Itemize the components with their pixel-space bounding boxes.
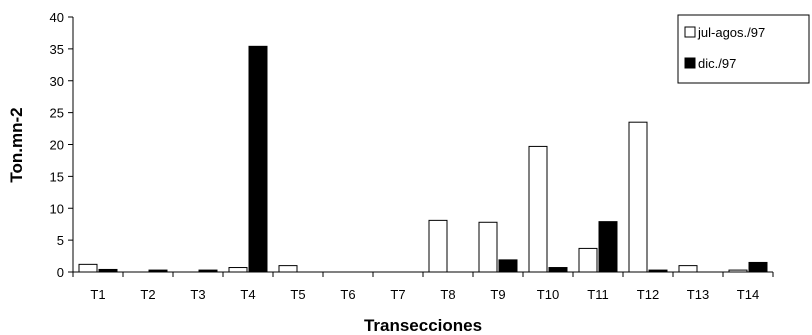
y-axis-title: Ton.mn-2 xyxy=(7,107,26,182)
x-axis-title: Transecciones xyxy=(364,316,482,335)
x-tick-label: T9 xyxy=(490,287,505,302)
bar-jul-agos-T5 xyxy=(278,265,298,273)
bars-group xyxy=(78,45,768,273)
y-tick-label: 20 xyxy=(50,138,64,153)
bar-dic-T14 xyxy=(748,261,768,273)
bar-dic-T9 xyxy=(498,259,518,273)
bar-jul-agos-T10 xyxy=(528,145,548,273)
legend-label-jul-agos: jul-agos./97 xyxy=(697,25,765,40)
x-tick-label: T14 xyxy=(737,287,759,302)
y-tick-label: 15 xyxy=(50,169,64,184)
y-tick-label: 10 xyxy=(50,201,64,216)
x-tick-label: T4 xyxy=(240,287,255,302)
x-tick-label: T2 xyxy=(140,287,155,302)
x-tick-label: T7 xyxy=(390,287,405,302)
axes-group: 0 5 10 15 20 25 30 35 40 T1 T2 T3 T4 T5 T6 T7 T8 T9 T10 T11… xyxy=(50,10,774,302)
y-tick-label: 30 xyxy=(50,74,64,89)
bar-jul-agos-T4 xyxy=(228,267,248,273)
bar-dic-T10 xyxy=(548,267,568,273)
bar-jul-agos-T8 xyxy=(428,219,448,273)
legend-swatch-dic xyxy=(684,57,696,69)
bar-jul-agos-T13 xyxy=(678,265,698,273)
y-tick-label: 25 xyxy=(50,106,64,121)
legend-label-dic: dic./97 xyxy=(698,56,736,71)
bar-jul-agos-T11 xyxy=(578,247,598,273)
legend-swatch-jul-agos xyxy=(684,26,696,38)
x-tick-label: T10 xyxy=(537,287,559,302)
x-tick-label: T11 xyxy=(587,287,608,302)
legend: jul-agos./97 dic./97 xyxy=(677,14,810,84)
x-tick-label: T12 xyxy=(637,287,659,302)
y-tick-label: 40 xyxy=(50,10,64,25)
y-tick-label: 0 xyxy=(57,265,64,280)
y-tick-label: 35 xyxy=(50,42,64,57)
bar-dic-T4 xyxy=(248,45,268,273)
x-tick-label: T1 xyxy=(90,287,105,302)
bar-jul-agos-T9 xyxy=(478,221,498,273)
bar-jul-agos-T12 xyxy=(628,121,648,273)
y-tick-label: 5 xyxy=(57,233,64,248)
legend-box xyxy=(677,14,810,84)
x-tick-label: T5 xyxy=(290,287,305,302)
x-tick-label: T8 xyxy=(440,287,455,302)
x-tick-label: T3 xyxy=(190,287,205,302)
x-tick-label: T6 xyxy=(340,287,355,302)
bar-jul-agos-T1 xyxy=(78,263,98,273)
bar-dic-T11 xyxy=(598,221,618,273)
x-tick-label: T13 xyxy=(687,287,709,302)
